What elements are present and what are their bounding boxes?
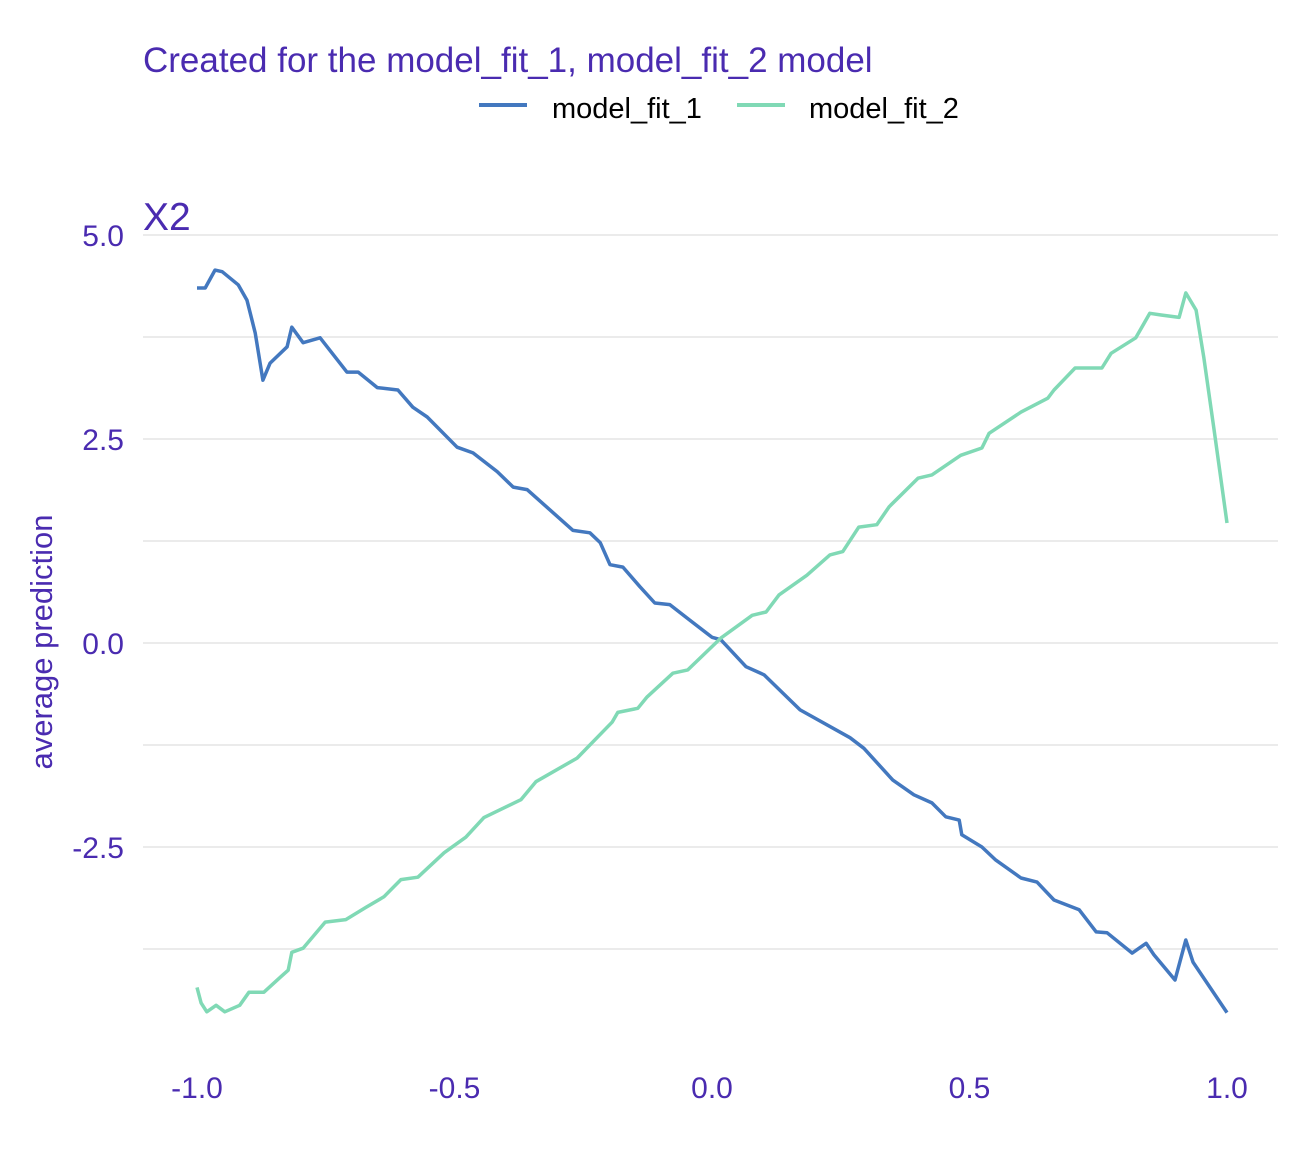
chart-title: Created for the model_fit_1, model_fit_2… <box>143 41 873 80</box>
legend-item-model-fit-2[interactable]: model_fit_2 <box>737 93 959 125</box>
y-axis-label: average prediction <box>24 514 59 769</box>
x-tick-label: 0.0 <box>691 1072 733 1105</box>
legend-label-model-fit-1: model_fit_1 <box>552 93 702 125</box>
x-tick-label: -0.5 <box>429 1072 481 1105</box>
series-line-model-fit-2 <box>195 291 1229 1014</box>
y-tick-label: 5.0 <box>82 220 124 253</box>
series-lines <box>195 268 1229 1014</box>
legend-item-model-fit-1[interactable]: model_fit_1 <box>479 93 702 125</box>
legend: model_fit_1 model_fit_2 <box>479 93 959 125</box>
x-tick-label: -1.0 <box>171 1072 223 1105</box>
series-line-model-fit-1 <box>197 268 1229 1014</box>
facet-label: X2 <box>143 196 191 239</box>
x-tick-label: 1.0 <box>1206 1072 1248 1105</box>
y-tick-label: -2.5 <box>72 832 124 865</box>
y-tick-label: 2.5 <box>82 424 124 457</box>
x-tick-label: 0.5 <box>949 1072 991 1105</box>
y-axis-ticks: 5.0 2.5 0.0 -2.5 <box>72 220 124 865</box>
y-tick-label: 0.0 <box>82 628 124 661</box>
gridlines <box>143 234 1278 950</box>
x-axis-ticks: -1.0 -0.5 0.0 0.5 1.0 <box>171 1072 1248 1105</box>
legend-label-model-fit-2: model_fit_2 <box>809 93 959 125</box>
